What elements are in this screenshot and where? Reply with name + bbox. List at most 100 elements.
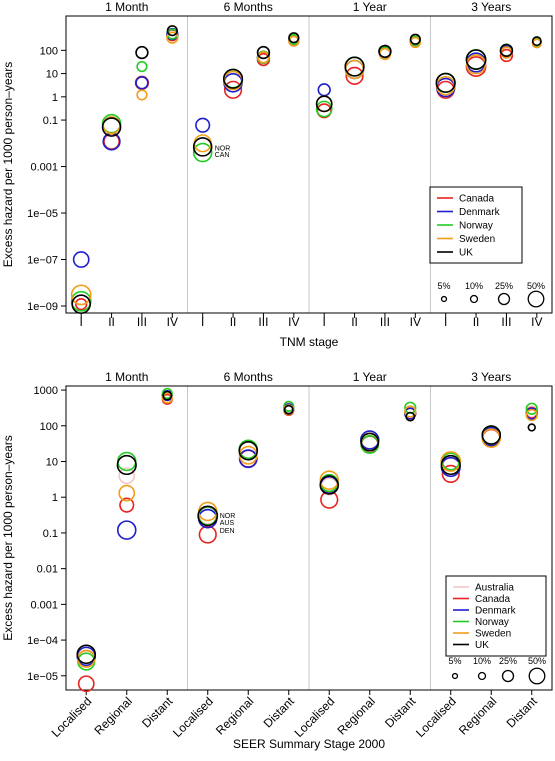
- x-tick-label: Localised: [413, 694, 459, 740]
- data-point-uk: [315, 95, 333, 113]
- x-tick-label: Distant: [261, 694, 298, 731]
- x-tick-label: III: [137, 315, 147, 329]
- data-point-sweden: [118, 484, 136, 502]
- annotation-label: AUS: [220, 520, 235, 527]
- size-legend-label: 5%: [448, 656, 461, 666]
- data-point-uk: [440, 454, 461, 476]
- data-point-canada: [77, 675, 95, 693]
- data-point-sweden: [161, 392, 173, 404]
- data-point-uk: [319, 475, 340, 495]
- legend-label: Norway: [459, 221, 493, 232]
- y-tick-label: 1000: [34, 385, 58, 397]
- annotation-label: NOR: [215, 146, 231, 153]
- y-tick-label: 100: [40, 421, 58, 433]
- data-point-australia: [118, 467, 136, 485]
- legend-label: Norway: [475, 617, 509, 628]
- x-tick-label: III: [258, 315, 268, 329]
- x-tick-label: I: [444, 315, 447, 329]
- chart-tnm: 1 Month 6 Months 1 Year 3 Years 1e−09 1e−07 1e…: [1, 0, 553, 349]
- annotation-label: CAN: [215, 152, 230, 159]
- size-legend-circle: [497, 292, 511, 306]
- x-tick-label: II: [230, 315, 237, 329]
- size-legend-circle: [451, 672, 459, 680]
- annotation-label: NOR: [220, 513, 236, 520]
- data-point-uk: [116, 454, 137, 476]
- size-legend-circle: [528, 667, 546, 685]
- x-tick-label: Distant: [139, 694, 176, 731]
- data-point-canada: [499, 48, 514, 63]
- x-tick-label: III: [501, 315, 511, 329]
- plot-frame: [65, 15, 553, 314]
- x-tick-label: Localised: [170, 694, 216, 740]
- x-tick-label: II: [351, 315, 358, 329]
- y-tick-label: 1e−05: [27, 208, 58, 220]
- y-axis-label: Excess hazard per 1000 person–years: [1, 435, 15, 640]
- x-tick-label: I: [80, 315, 83, 329]
- data-point-sweden: [288, 35, 300, 47]
- data-point-uk: [481, 425, 502, 445]
- size-legend-label: 25%: [495, 281, 513, 291]
- x-tick-label: IV: [410, 315, 421, 329]
- data-point-denmark: [195, 117, 211, 133]
- data-point-sweden: [409, 36, 421, 48]
- x-tick-label: IV: [531, 315, 542, 329]
- data-point-uk: [192, 137, 213, 157]
- y-tick-label: 100: [40, 45, 58, 57]
- data-point-sweden: [70, 284, 92, 306]
- x-tick-label: IV: [167, 315, 178, 329]
- data-point-uk: [238, 440, 259, 461]
- data-point-canada: [223, 80, 243, 99]
- data-point-uk: [222, 68, 244, 89]
- y-tick-label: 1: [52, 492, 58, 504]
- data-point-uk: [288, 32, 300, 44]
- size-legend-circle: [440, 295, 448, 303]
- chart-seer: 1 Month 6 Months 1 Year 3 Years 1e−05 1e−04 0.…: [1, 370, 553, 751]
- y-tick-label: 1e−07: [27, 255, 58, 267]
- size-legend-label: 25%: [499, 656, 517, 666]
- data-point-denmark: [116, 520, 137, 540]
- data-point-norway: [283, 400, 295, 412]
- y-axis-label: Excess hazard per 1000 person–years: [1, 62, 15, 267]
- panel-title: 3 Years: [471, 370, 511, 384]
- legend: Canada Denmark Norway Sweden UK: [429, 186, 523, 264]
- panel-title: 1 Month: [105, 370, 148, 384]
- x-tick-label: III: [380, 315, 390, 329]
- panel-title: 3 Years: [471, 0, 511, 14]
- data-point-sweden: [404, 405, 417, 418]
- data-point-denmark: [72, 251, 90, 268]
- size-legend-label: 5%: [437, 281, 450, 291]
- data-point-canada: [441, 464, 460, 483]
- y-tick-label: 1e−09: [27, 301, 58, 313]
- x-tick-label: Regional: [91, 694, 134, 737]
- x-tick-label: Regional: [334, 694, 377, 737]
- data-point-sweden: [465, 54, 487, 75]
- data-point-canada: [119, 497, 135, 513]
- legend-label: Sweden: [475, 629, 511, 640]
- size-legend-circle: [469, 294, 479, 304]
- data-point-uk: [166, 25, 178, 37]
- x-tick-label: I: [201, 315, 204, 329]
- plot-frame: [65, 385, 553, 691]
- x-tick-label: I: [323, 315, 326, 329]
- y-tick-label: 10: [46, 456, 58, 468]
- x-tick-label: II: [473, 315, 480, 329]
- data-point-sweden: [440, 451, 462, 472]
- data-point-norway: [192, 142, 213, 163]
- y-tick-label: 0.001: [30, 162, 58, 174]
- x-axis-label: TNM stage: [280, 335, 339, 349]
- legend-label: Australia: [475, 583, 514, 594]
- annotation-label: DEN: [220, 528, 235, 535]
- x-tick-label: Distant: [504, 694, 541, 731]
- y-tick-label: 0.1: [43, 528, 58, 540]
- data-point-sweden: [319, 470, 340, 490]
- data-point-norway: [70, 290, 92, 312]
- data-point-uk: [378, 44, 392, 59]
- data-point-uk: [135, 45, 149, 60]
- legend-label: UK: [475, 640, 489, 651]
- data-point-canada: [75, 297, 88, 311]
- panel-title: 6 Months: [224, 0, 273, 14]
- data-point-sweden: [257, 51, 270, 64]
- y-tick-label: 0.01: [37, 564, 58, 576]
- panel-title: 1 Year: [353, 370, 387, 384]
